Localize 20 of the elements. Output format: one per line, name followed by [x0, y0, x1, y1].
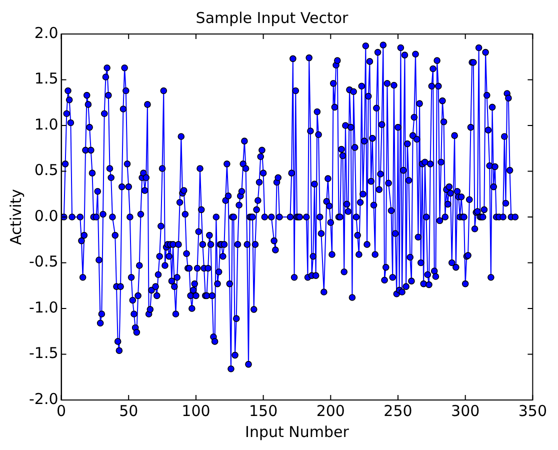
x-tick-label: 0 [56, 402, 66, 420]
x-tick-label: 150 [248, 402, 278, 420]
y-tick-label: 1.5 [34, 70, 58, 88]
y-tick-label: 0.0 [34, 206, 58, 225]
x-tick-label: 100 [182, 402, 210, 420]
y-tick-label: 2.0 [34, 24, 58, 42]
y-tick-label: 1.0 [34, 115, 58, 134]
y-axis-title: Activity [6, 188, 25, 246]
x-tick-label: 200 [316, 402, 345, 420]
chart-title: Sample Input Vector [196, 8, 350, 27]
x-axis-title: Input Number [245, 422, 350, 441]
y-tick-label: -1.0 [28, 298, 58, 316]
x-tick-label: 350 [518, 402, 548, 420]
y-tick-label: -1.5 [28, 344, 58, 362]
x-tick-label: 50 [119, 402, 138, 420]
x-tick-label: 300 [451, 402, 480, 420]
x-tick-label: 250 [384, 402, 412, 420]
y-tick-label: 0.5 [34, 161, 58, 180]
y-tick-label: -0.5 [28, 252, 58, 271]
y-tick-label: -2.0 [28, 390, 58, 408]
